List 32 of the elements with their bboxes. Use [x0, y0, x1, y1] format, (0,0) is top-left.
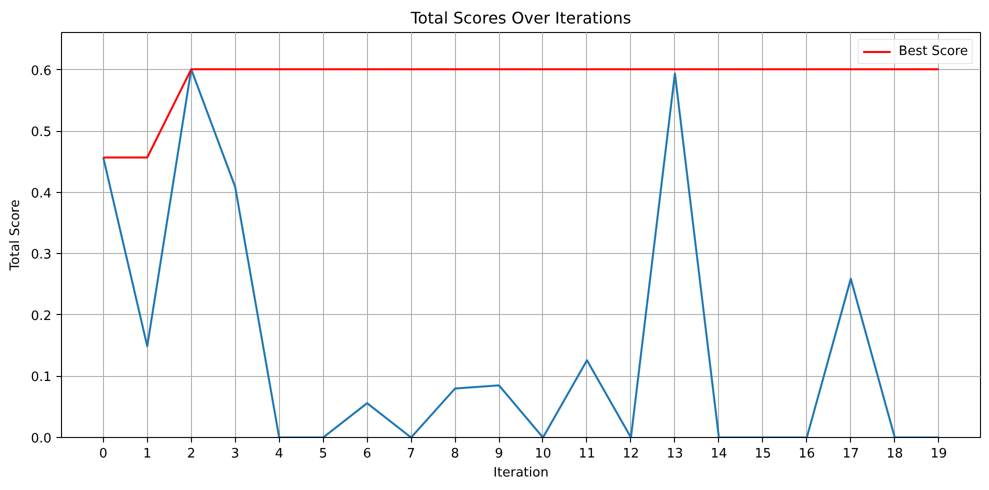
line-series: [102, 68, 940, 438]
y-tick-label: 0.0: [30, 432, 52, 446]
x-tick-label: 5: [318, 446, 328, 462]
y-axis-title: Total Score: [8, 200, 23, 272]
chart-title: Total Scores Over Iterations: [410, 8, 632, 28]
x-tick-label: 14: [710, 446, 728, 462]
y-tick-label: 0.1: [30, 370, 52, 386]
x-tick-label: 8: [450, 446, 460, 462]
legend-label: Best Score: [898, 44, 968, 59]
y-tick-label: 0.2: [30, 308, 52, 324]
x-tick-label: 3: [231, 446, 240, 462]
x-tick-label: 0: [99, 446, 108, 462]
x-tick-label: 19: [930, 446, 948, 462]
x-tick-label: 1: [143, 446, 152, 462]
x-tick-label: 10: [534, 446, 552, 462]
x-tick-label: 12: [622, 446, 640, 462]
x-tick-label: 17: [842, 446, 860, 462]
x-tick-label: 15: [754, 446, 772, 462]
y-tick-label: 0.5: [30, 125, 52, 140]
x-tick-label: 11: [578, 446, 596, 462]
y-tick-label: 0.3: [30, 248, 52, 263]
y-tick-label: 0.6: [30, 64, 52, 79]
x-tick-label: 9: [494, 446, 504, 462]
x-tick-label: 2: [187, 446, 196, 462]
x-tick-label: 16: [798, 446, 816, 462]
x-tick-label: 7: [406, 446, 416, 462]
x-tick-label: 13: [666, 446, 684, 462]
y-tick-label: 0.4: [30, 186, 52, 202]
x-tick-label: 18: [886, 446, 904, 462]
x-axis-title: Iteration: [493, 466, 549, 480]
x-tick-label: 6: [362, 446, 372, 462]
x-tick-label: 4: [275, 446, 284, 462]
